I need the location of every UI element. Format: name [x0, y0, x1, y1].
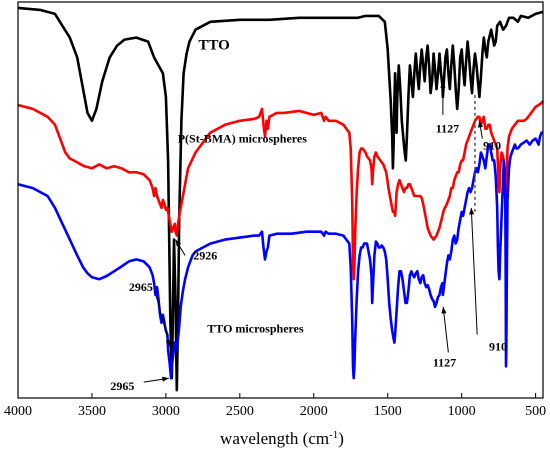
- annotation-p-910: 910: [483, 138, 501, 152]
- arrow-4: [143, 376, 169, 383]
- annotation-p-2926: 2926: [193, 248, 217, 262]
- x-axis-title: wavelength (cm-1): [220, 429, 344, 448]
- annotation-tto-1127: 1127: [436, 122, 459, 136]
- annotations: TTO P(St-BMA) microspheres TTO microsphere…: [110, 38, 507, 394]
- annotation-ms-1127: 1127: [433, 355, 456, 369]
- series-line-0: [17, 6, 544, 392]
- x-tick-label-2500: 2500: [226, 404, 254, 419]
- annotation-tto-ms: TTO microspheres: [207, 322, 304, 336]
- arrow-3: [154, 290, 171, 347]
- x-tick-label-2000: 2000: [300, 404, 328, 419]
- arrow-6: [468, 207, 478, 335]
- x-tick-label-3500: 3500: [78, 404, 106, 419]
- x-tick-label-500: 500: [525, 404, 546, 419]
- annotation-ms-2965b: 2965: [110, 379, 134, 393]
- series-line-2: [17, 131, 543, 380]
- annotation-tto: TTO: [198, 38, 229, 54]
- arrow-2: [175, 239, 186, 256]
- arrow-0: [440, 81, 446, 115]
- annotation-ms-2965a: 2965: [129, 280, 153, 294]
- plot-frame: [17, 1, 544, 399]
- arrow-5: [441, 306, 449, 353]
- x-tick-label-1500: 1500: [374, 404, 402, 419]
- x-axis-ticks: 4000 3500 3000 2500 2000 1500 1000 500: [4, 393, 546, 419]
- x-tick-label-3000: 3000: [152, 404, 180, 419]
- annotation-ms-910: 910: [489, 339, 507, 353]
- annotation-pstbma: P(St-BMA) microspheres: [178, 132, 308, 146]
- arrow-1: [477, 120, 484, 139]
- series-line-1: [17, 100, 545, 281]
- x-tick-label-1000: 1000: [448, 404, 476, 419]
- x-tick-label-4000: 4000: [4, 404, 32, 419]
- spectra-lines: [17, 6, 545, 392]
- annotation-arrows: [143, 81, 484, 383]
